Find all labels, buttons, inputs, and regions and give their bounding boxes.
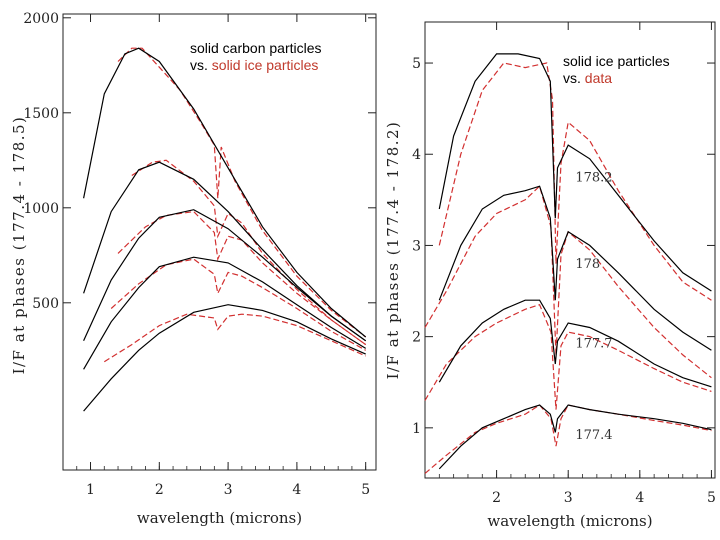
right-y-axis-label: I/F at phases (177.4 - 178.2) [384, 121, 402, 380]
right-annotation-colored: data [584, 70, 613, 86]
left-x-tick-label-0: 1 [86, 482, 95, 498]
left-x-tick-label-2: 3 [224, 482, 233, 498]
right-x-tick-label-3: 5 [707, 490, 716, 506]
left-series-2-black-line [83, 209, 367, 342]
left-chart-annotation: solid carbon particles vs. solid ice par… [190, 40, 322, 74]
right-series-1-black-line [438, 185, 712, 351]
left-x-tick-label-1: 2 [155, 482, 164, 498]
right-series-0-phase-label: 178.2 [575, 171, 612, 186]
left-x-tick-label-3: 4 [292, 482, 301, 498]
left-y-tick-label-3: 2000 [23, 11, 59, 27]
right-y-tick-label-3: 4 [412, 147, 421, 163]
left-series-4-black-line [83, 304, 366, 412]
right-x-tick-label-0: 2 [492, 490, 501, 506]
left-series-3-red-line [110, 258, 366, 351]
left-y-tick-label-1: 1000 [23, 201, 59, 217]
right-series-2-black-line [438, 299, 712, 388]
right-x-tick-label-1: 3 [564, 490, 573, 506]
left-annotation-prefix: vs. [190, 57, 212, 73]
left-plot-frame [62, 13, 377, 471]
right-series-0-red-line [438, 62, 712, 301]
left-y-axis-label: I/F at phases (177.4 - 178.5) [10, 116, 28, 375]
right-annotation-prefix: vs. [563, 70, 585, 86]
left-series-4-red-line [103, 313, 366, 363]
right-series-2-phase-label: 177.7 [575, 337, 612, 352]
left-x-tick-label-4: 5 [361, 482, 370, 498]
left-y-tick-label-0: 500 [32, 296, 59, 312]
right-series-1-red-line [424, 185, 712, 379]
right-series-1-phase-label: 178 [575, 257, 600, 272]
right-y-tick-label-0: 1 [412, 421, 421, 437]
right-annotation-line2: vs. data [563, 70, 670, 87]
right-series-0-black-line [438, 53, 712, 292]
right-y-tick-label-2: 3 [412, 238, 421, 254]
left-annotation-line1: solid carbon particles [190, 40, 322, 56]
right-series-3-black-line [438, 404, 712, 470]
left-annotation-colored: solid ice particles [211, 57, 319, 73]
left-series-0-red-line [117, 47, 367, 338]
left-annotation-line2: vs. solid ice particles [190, 57, 322, 74]
right-series-3-phase-label: 177.4 [575, 428, 612, 443]
right-annotation-line1: solid ice particles [563, 53, 670, 69]
right-plot-frame [424, 21, 716, 479]
left-y-tick-label-2: 1500 [23, 106, 59, 122]
left-x-axis-label: wavelength (microns) [137, 509, 302, 527]
right-x-tick-label-2: 4 [635, 490, 644, 506]
left-series-0-black-line [83, 47, 367, 338]
right-y-tick-label-1: 2 [412, 330, 421, 346]
left-series-1-black-line [83, 161, 367, 342]
left-series-2-red-line [117, 210, 367, 346]
left-series-1-red-line [131, 159, 367, 346]
right-series-3-red-line [424, 404, 712, 474]
right-series-2-red-line [424, 303, 712, 410]
left-series-3-black-line [83, 256, 367, 370]
right-x-axis-label: wavelength (microns) [487, 512, 652, 530]
right-chart-annotation: solid ice particles vs. data [563, 53, 670, 87]
right-y-tick-label-4: 5 [412, 56, 421, 72]
